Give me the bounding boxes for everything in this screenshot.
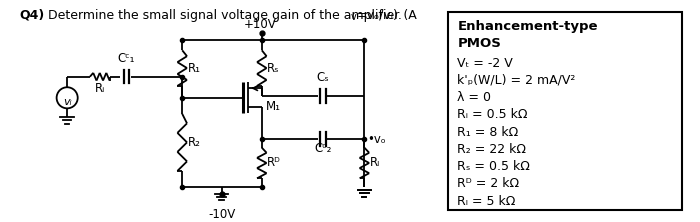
Text: -10V: -10V	[208, 208, 235, 221]
Text: Rᴰ: Rᴰ	[267, 157, 280, 169]
Text: λ = 0: λ = 0	[457, 91, 491, 104]
Text: Rₗ = 5 kΩ: Rₗ = 5 kΩ	[457, 195, 516, 208]
Text: R₂ = 22 kΩ: R₂ = 22 kΩ	[457, 143, 526, 156]
FancyBboxPatch shape	[448, 12, 682, 210]
Text: M₁: M₁	[265, 100, 281, 113]
Text: Cᶜ₂: Cᶜ₂	[314, 142, 331, 155]
Text: R₂: R₂	[188, 136, 201, 149]
Text: •vₒ: •vₒ	[368, 133, 386, 146]
Text: PMOS: PMOS	[457, 37, 501, 50]
Text: Rₗ: Rₗ	[370, 157, 380, 169]
Text: R₁: R₁	[188, 61, 201, 75]
Text: Enhancement-type: Enhancement-type	[457, 20, 598, 33]
Text: Rₛ = 0.5 kΩ: Rₛ = 0.5 kΩ	[457, 160, 531, 173]
Text: R₁ = 8 kΩ: R₁ = 8 kΩ	[457, 126, 519, 139]
Text: Rᵢ = 0.5 kΩ: Rᵢ = 0.5 kΩ	[457, 108, 528, 121]
Text: Vₜ = -2 V: Vₜ = -2 V	[457, 57, 513, 69]
Text: Cₛ: Cₛ	[316, 71, 329, 84]
Text: Rᵢ: Rᵢ	[94, 82, 105, 95]
Text: Rₛ: Rₛ	[267, 61, 279, 75]
Text: vᵢ: vᵢ	[63, 97, 71, 107]
Text: =vₒ/vᵢ).: =vₒ/vᵢ).	[357, 9, 402, 22]
Text: Cᶜ₁: Cᶜ₁	[118, 52, 135, 65]
Text: Rᴰ = 2 kΩ: Rᴰ = 2 kΩ	[457, 177, 519, 190]
Text: Determine the small signal voltage gain of the amplifier (A: Determine the small signal voltage gain …	[48, 9, 416, 22]
Text: Q4): Q4)	[19, 9, 45, 22]
Text: +10V: +10V	[244, 18, 276, 31]
Text: v: v	[351, 12, 357, 22]
Text: k'ₚ(W/L) = 2 mA/V²: k'ₚ(W/L) = 2 mA/V²	[457, 74, 576, 87]
